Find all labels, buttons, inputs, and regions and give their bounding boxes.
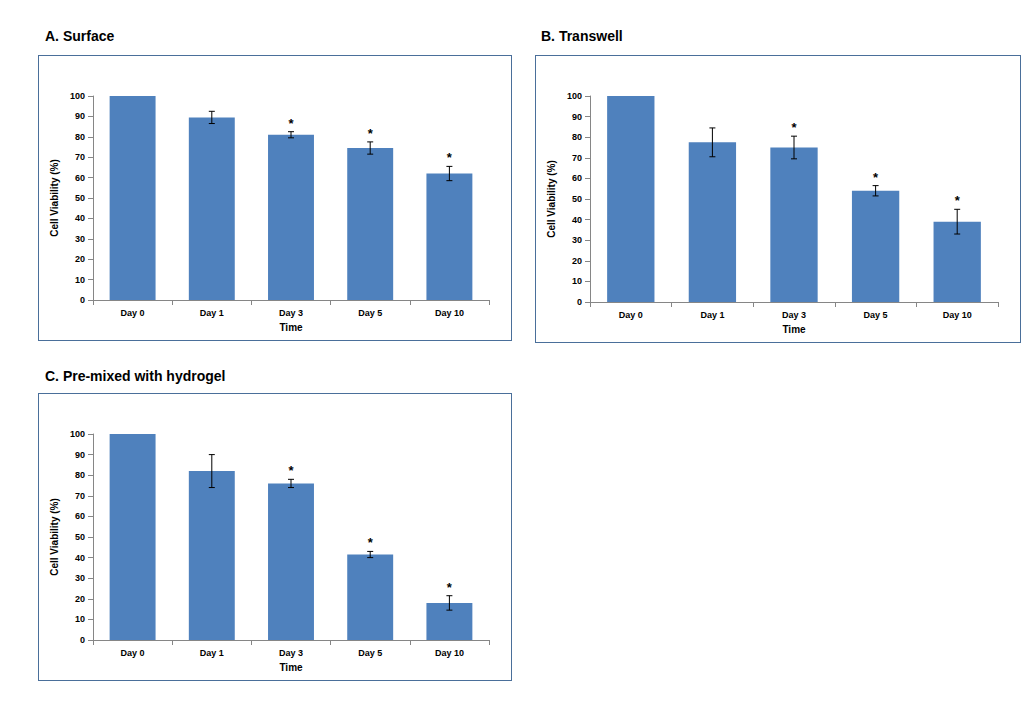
- svg-text:100: 100: [70, 91, 85, 101]
- svg-text:Day 5: Day 5: [358, 648, 382, 658]
- svg-text:Time: Time: [279, 322, 303, 333]
- svg-text:0: 0: [80, 295, 85, 305]
- svg-text:60: 60: [572, 173, 582, 183]
- svg-text:40: 40: [75, 553, 85, 563]
- svg-text:10: 10: [75, 614, 85, 624]
- svg-text:Day 3: Day 3: [279, 648, 303, 658]
- svg-text:60: 60: [75, 511, 85, 521]
- svg-text:Day 5: Day 5: [864, 310, 888, 320]
- svg-text:90: 90: [75, 450, 85, 460]
- svg-text:10: 10: [572, 276, 582, 286]
- svg-text:*: *: [288, 463, 294, 478]
- svg-text:Day 3: Day 3: [782, 310, 806, 320]
- svg-text:Time: Time: [782, 324, 806, 335]
- html-text:C. Pre-mixed with hydrogel: C. Pre-mixed with hydrogel: [45, 368, 226, 384]
- svg-text:40: 40: [572, 215, 582, 225]
- svg-text:10: 10: [75, 275, 85, 285]
- svg-text:40: 40: [75, 213, 85, 223]
- svg-text:Day 10: Day 10: [435, 308, 464, 318]
- svg-text:Day 10: Day 10: [435, 648, 464, 658]
- svg-text:60: 60: [75, 173, 85, 183]
- svg-text:50: 50: [75, 193, 85, 203]
- svg-text:50: 50: [572, 194, 582, 204]
- svg-text:Day 10: Day 10: [943, 310, 972, 320]
- svg-text:30: 30: [75, 234, 85, 244]
- svg-text:*: *: [447, 150, 453, 165]
- html-text:B. Transwell: B. Transwell: [541, 28, 623, 44]
- svg-text:Cell Viability (%): Cell Viability (%): [49, 498, 60, 576]
- svg-text:*: *: [368, 126, 374, 141]
- svg-text:20: 20: [75, 254, 85, 264]
- svg-text:Day 3: Day 3: [279, 308, 303, 318]
- svg-text:*: *: [288, 116, 294, 131]
- svg-text:90: 90: [75, 111, 85, 121]
- svg-text:Cell Viability (%): Cell Viability (%): [546, 160, 557, 238]
- svg-text:30: 30: [572, 235, 582, 245]
- svg-text:Day 0: Day 0: [619, 310, 643, 320]
- svg-text:90: 90: [572, 112, 582, 122]
- svg-text:30: 30: [75, 573, 85, 583]
- svg-text:Day 5: Day 5: [358, 308, 382, 318]
- svg-text:Cell Viability (%): Cell Viability (%): [49, 159, 60, 237]
- svg-text:Day 1: Day 1: [700, 310, 724, 320]
- svg-text:80: 80: [572, 132, 582, 142]
- svg-text:80: 80: [75, 470, 85, 480]
- svg-text:Day 0: Day 0: [121, 308, 145, 318]
- svg-text:20: 20: [572, 256, 582, 266]
- svg-text:Day 0: Day 0: [121, 648, 145, 658]
- svg-text:Time: Time: [279, 662, 303, 673]
- svg-text:*: *: [873, 170, 879, 185]
- svg-text:100: 100: [567, 91, 582, 101]
- svg-text:70: 70: [75, 152, 85, 162]
- svg-text:70: 70: [572, 153, 582, 163]
- svg-text:Day 1: Day 1: [200, 648, 224, 658]
- svg-text:80: 80: [75, 132, 85, 142]
- svg-text:*: *: [955, 193, 961, 208]
- svg-text:20: 20: [75, 594, 85, 604]
- svg-text:Day 1: Day 1: [200, 308, 224, 318]
- svg-text:0: 0: [577, 297, 582, 307]
- svg-text:*: *: [791, 120, 797, 135]
- svg-text:70: 70: [75, 491, 85, 501]
- html-text:A. Surface: A. Surface: [45, 28, 115, 44]
- svg-text:*: *: [447, 580, 453, 595]
- svg-text:100: 100: [70, 429, 85, 439]
- svg-text:0: 0: [80, 635, 85, 645]
- svg-text:50: 50: [75, 532, 85, 542]
- svg-text:*: *: [368, 535, 374, 550]
